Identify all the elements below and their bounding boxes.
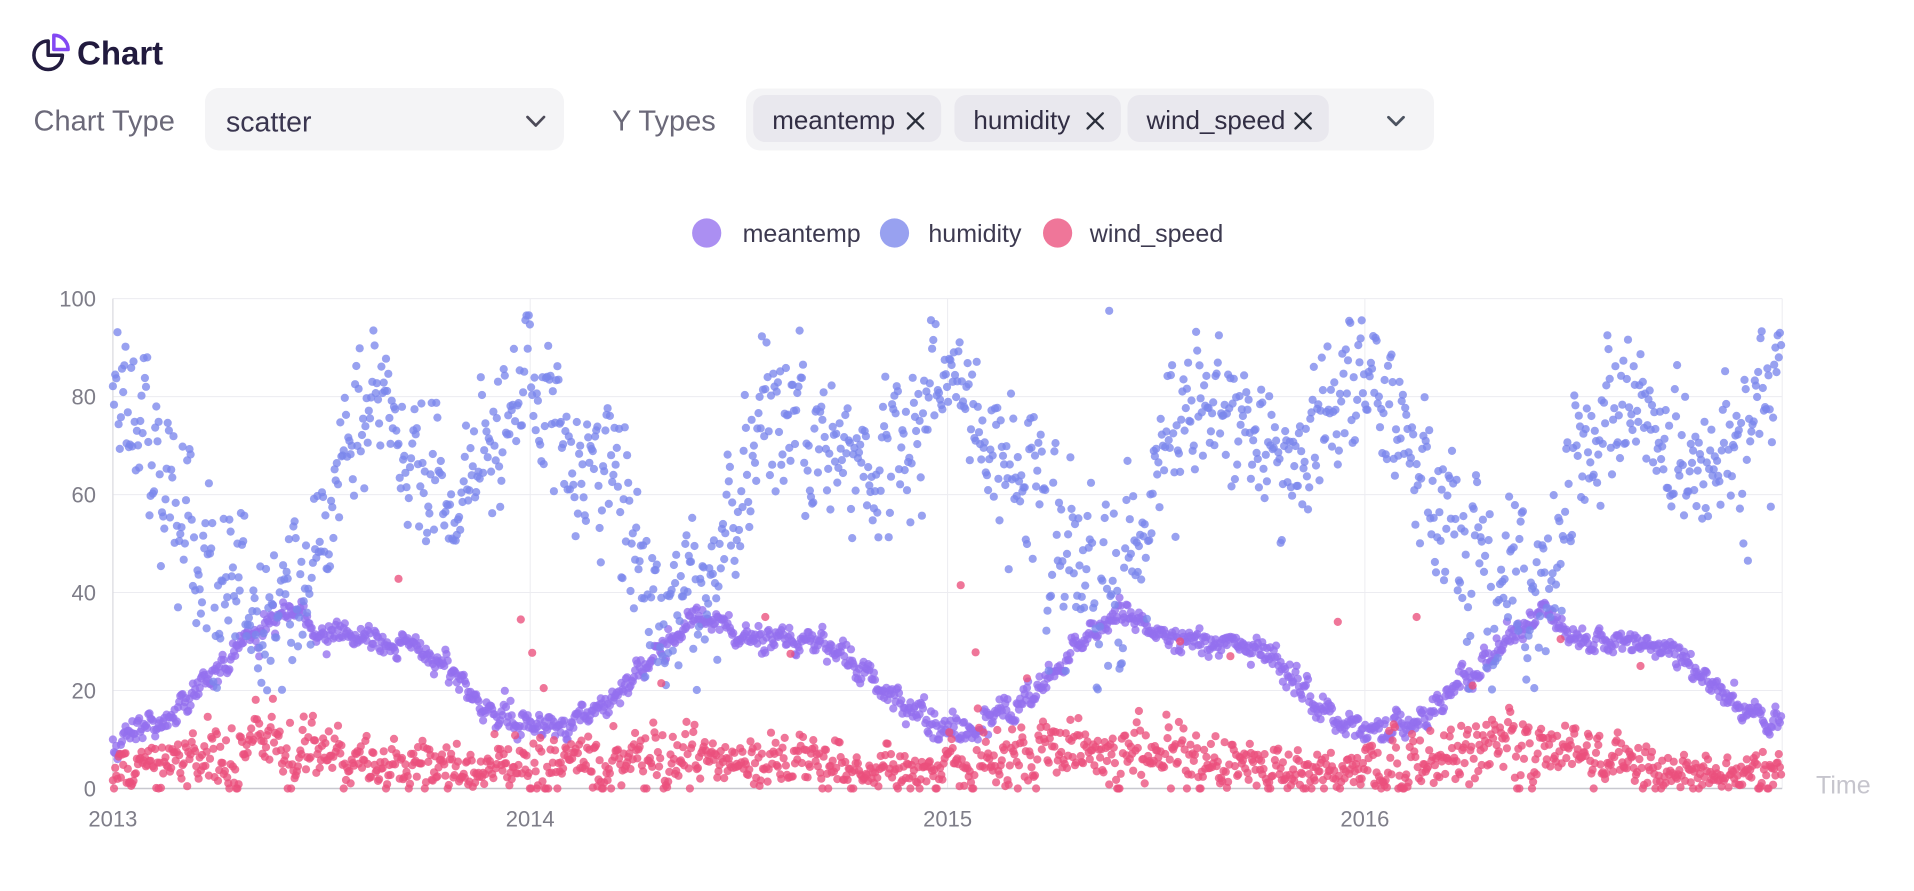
svg-text:20: 20 <box>72 678 96 703</box>
svg-text:scatter: scatter <box>226 107 312 139</box>
svg-text:humidity: humidity <box>928 220 1022 248</box>
svg-text:60: 60 <box>72 483 96 508</box>
svg-text:meantemp: meantemp <box>743 220 861 248</box>
svg-text:meantemp: meantemp <box>772 105 895 135</box>
svg-text:Time: Time <box>1816 772 1871 800</box>
svg-text:humidity: humidity <box>973 105 1070 135</box>
svg-text:Chart: Chart <box>77 35 163 72</box>
svg-text:wind_speed: wind_speed <box>1146 105 1286 135</box>
svg-text:2015: 2015 <box>923 807 972 832</box>
svg-text:wind_speed: wind_speed <box>1089 220 1223 248</box>
svg-text:2014: 2014 <box>506 807 555 832</box>
svg-text:40: 40 <box>72 580 96 605</box>
svg-text:Chart Type: Chart Type <box>34 106 175 138</box>
svg-text:0: 0 <box>84 776 96 801</box>
svg-text:80: 80 <box>72 385 96 410</box>
svg-text:Y Types: Y Types <box>612 106 716 138</box>
svg-text:2013: 2013 <box>88 807 137 832</box>
svg-text:2016: 2016 <box>1340 807 1389 832</box>
svg-text:100: 100 <box>59 287 96 312</box>
